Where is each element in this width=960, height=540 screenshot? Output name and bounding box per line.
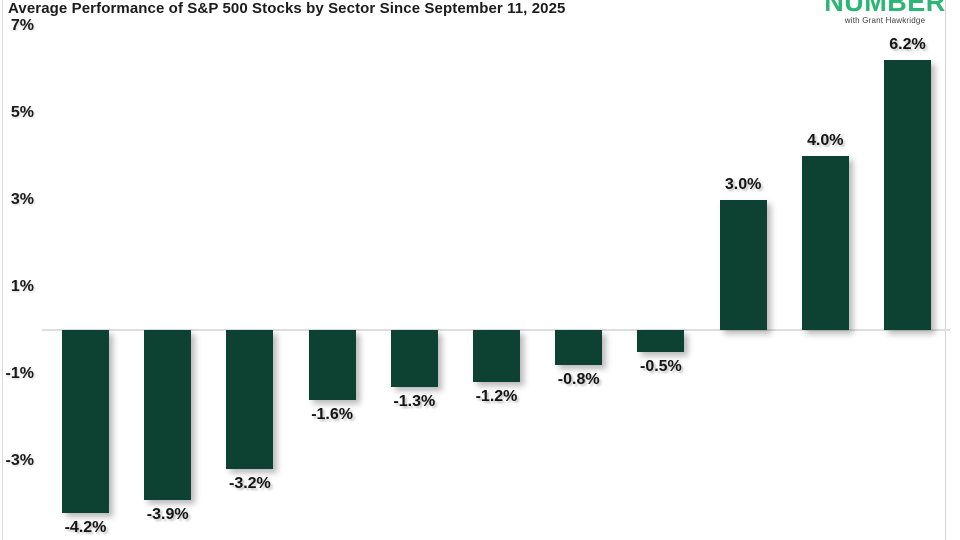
bar [637,330,685,352]
bar [473,330,520,383]
y-axis-tick-label: -3% [5,451,34,469]
chart-title: Average Performance of S&P 500 Stocks by… [8,0,566,17]
bar-value-label: -0.5% [639,357,682,375]
plot-right-border [945,0,946,540]
bar [144,330,192,500]
bar [555,330,603,365]
bar-value-label: -3.9% [146,505,189,523]
bar [390,330,438,387]
y-axis-tick-label: 3% [10,190,34,208]
bar-value-label: -1.6% [311,405,353,423]
bar-value-label: 4.0% [807,132,844,149]
y-axis-tick-label: 5% [10,103,34,121]
bar [801,156,849,330]
logo-wordmark: NUMBER [824,0,946,17]
bar-value-label: -0.8% [557,370,600,388]
bar [226,330,274,470]
bar [62,330,109,513]
bar-value-label: -1.2% [475,388,518,406]
logo-tagline: with Grant Hawkridge [844,16,926,25]
y-axis-tick-label: 7% [10,16,34,34]
bar [884,60,931,330]
logo: NUMBER with Grant Hawkridge [820,0,950,25]
bar [308,330,356,400]
bar [719,199,767,330]
y-axis-tick-label: -1% [5,364,34,382]
plot-left-border [2,0,3,540]
bar-value-label: -4.2% [64,518,107,536]
bar-value-label: -1.3% [393,392,436,410]
y-axis-tick-label: 1% [10,277,34,295]
bar-value-label: 3.0% [724,175,762,193]
bar-value-label: -3.2% [228,475,271,493]
bar-value-label: 6.2% [889,36,926,54]
